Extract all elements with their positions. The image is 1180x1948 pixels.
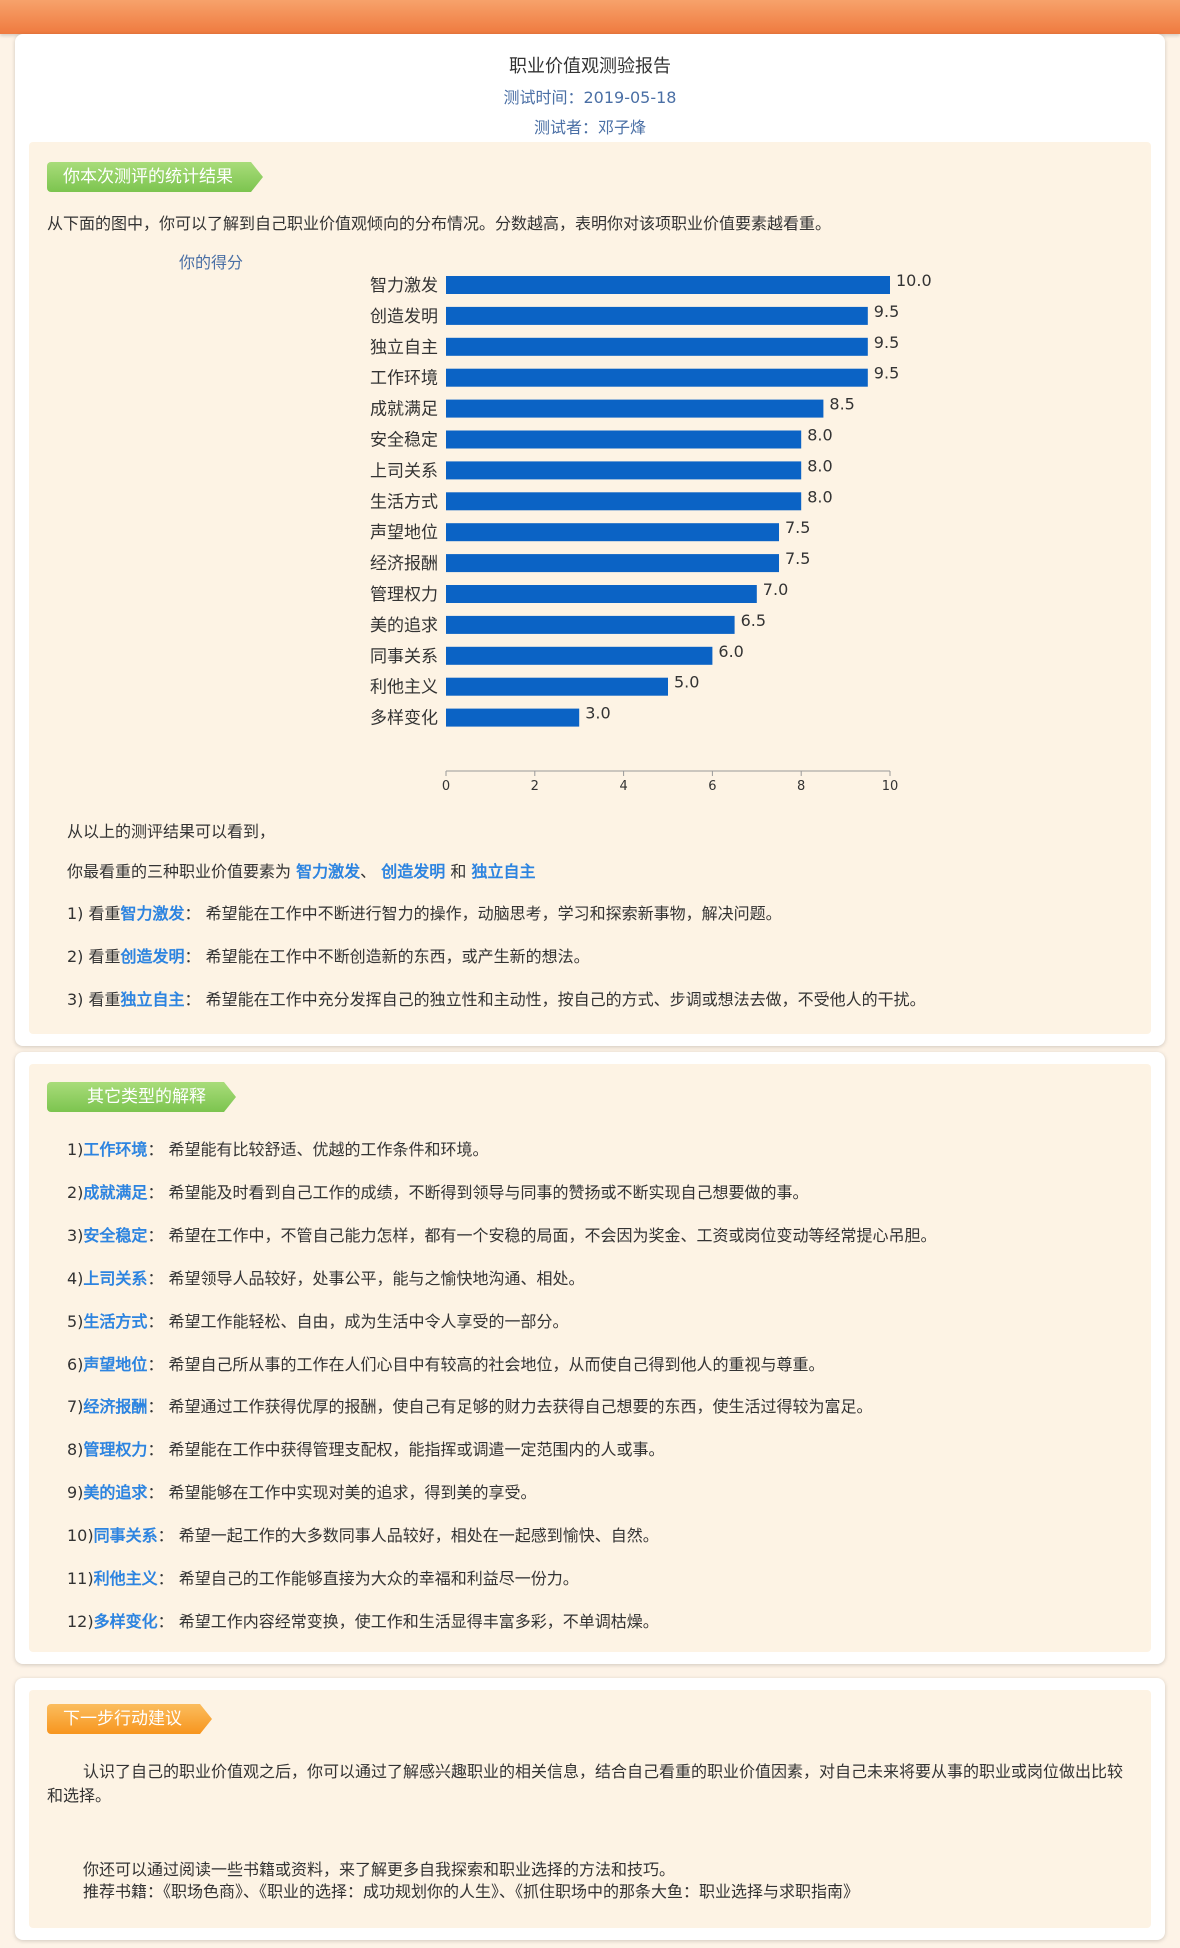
summary-line1: 从以上的测评结果可以看到，	[67, 822, 276, 841]
other-type-item: 8)管理权力： 希望能在工作中获得管理支配权，能指挥或调遣一定范围内的人或事。	[67, 1440, 665, 1460]
other-type-item: 1)工作环境： 希望能有比较舒适、优越的工作条件和环境。	[67, 1140, 489, 1159]
tester-name: 测试者：邓子烽	[533, 118, 646, 137]
detail-item: 3) 看重独立自主： 希望能在工作中充分发挥自己的独立性和主动性，按自己的方式、…	[67, 990, 926, 1009]
value-label: 9.5	[874, 364, 899, 383]
x-tick-label: 6	[708, 779, 716, 792]
top2-value: 创造发明	[381, 862, 446, 881]
value-label: 10.0	[896, 271, 932, 290]
other-type-item: 3)安全稳定： 希望在工作中，不管自己能力怎样，都有一个安稳的局面，不会因为奖金…	[67, 1225, 937, 1245]
category-label: 管理权力	[370, 585, 438, 605]
and-word: 和	[450, 862, 467, 881]
value-label: 6.0	[718, 642, 743, 661]
x-tick-label: 4	[619, 779, 627, 792]
value-label: 8.5	[829, 395, 854, 414]
other-types-card: 其它类型的解释 1)工作环境： 希望能有比较舒适、优越的工作条件和环境。 2)成就…	[15, 1052, 1165, 1664]
value-label: 7.5	[785, 549, 810, 568]
sep: 、	[360, 862, 377, 881]
bar	[446, 430, 802, 449]
value-label: 8.0	[807, 426, 832, 445]
other-type-item: 7)经济报酬： 希望通过工作获得优厚的报酬，使自己有足够的财力去获得自己想要的东…	[67, 1397, 873, 1417]
category-label: 美的追求	[370, 616, 438, 636]
bar	[446, 399, 824, 418]
value-label: 5.0	[674, 673, 699, 692]
category-label: 多样变化	[370, 709, 438, 729]
category-label: 成就满足	[370, 400, 438, 420]
other-type-item: 10)同事关系： 希望一起工作的大多数同事人品较好，相处在一起感到愉快、自然。	[67, 1526, 659, 1546]
category-label: 独立自主	[370, 338, 438, 358]
bar	[446, 646, 713, 665]
bar	[446, 708, 580, 727]
category-label: 利他主义	[370, 678, 438, 698]
score-bar-chart: 你的得分 智力激发 10.0 创造发明 9.5 独立自主 9.5 工作环境 9.5 成就满足 8.…	[179, 253, 932, 792]
category-label: 同事关系	[370, 647, 438, 667]
other-type-item: 4)上司关系： 希望领导人品较好，处事公平，能与之愉快地沟通、相处。	[67, 1268, 585, 1288]
bar	[446, 461, 802, 480]
report-card: 职业价值观测验报告 测试时间：2019-05-18 测试者：邓子烽 你本次测评的…	[15, 34, 1165, 1046]
bar	[446, 306, 868, 325]
value-label: 8.0	[807, 487, 832, 506]
summary-prefix: 你最看重的三种职业价值要素为	[67, 862, 292, 881]
section-tag-other: 其它类型的解释	[47, 1082, 236, 1112]
bar	[446, 276, 890, 294]
test-time: 测试时间：2019-05-18	[503, 88, 677, 107]
recommended-books: 推荐书籍：《职场色商》、《职业的选择：成功规划你的人生》、《抓住职场中的那条大鱼…	[83, 1882, 860, 1901]
x-tick-label: 10	[882, 779, 899, 792]
value-label: 3.0	[585, 704, 610, 723]
summary-line2: 你最看重的三种职业价值要素为 智力激发、 创造发明 和 独立自主	[67, 858, 535, 882]
bar	[446, 677, 668, 696]
bar	[446, 585, 757, 603]
bar	[446, 368, 868, 387]
x-tick-label: 0	[442, 779, 450, 792]
advice-reading: 你还可以通过阅读一些书籍或资料，来了解更多自我探索和职业选择的方法和技巧。	[83, 1860, 676, 1879]
category-label: 安全稳定	[370, 431, 438, 451]
category-label: 经济报酬	[370, 554, 438, 574]
value-label: 7.0	[763, 580, 788, 599]
stats-panel: 你本次测评的统计结果 从下面的图中，你可以了解到自己职业价值观倾向的分布情况。分…	[29, 142, 1151, 1034]
category-label: 创造发明	[370, 307, 438, 327]
value-label: 8.0	[807, 456, 832, 475]
bar	[446, 615, 735, 634]
value-label: 6.5	[741, 611, 766, 630]
other-type-item: 2)成就满足： 希望能及时看到自己工作的成绩，不断得到领导与同事的赞扬或不断实现…	[67, 1182, 809, 1202]
other-type-item: 11)利他主义： 希望自己的工作能够直接为大众的幸福和利益尽一份力。	[67, 1569, 579, 1588]
category-label: 上司关系	[370, 461, 438, 481]
other-types-panel: 其它类型的解释 1)工作环境： 希望能有比较舒适、优越的工作条件和环境。 2)成就…	[29, 1064, 1151, 1652]
top3-value: 独立自主	[471, 862, 536, 881]
section-tag-stats: 你本次测评的统计结果	[47, 162, 263, 192]
bar	[446, 492, 802, 511]
category-label: 生活方式	[370, 492, 438, 512]
value-label: 7.5	[785, 518, 810, 537]
section-tag-advice: 下一步行动建议	[47, 1704, 212, 1734]
bar	[446, 523, 779, 542]
bar	[446, 337, 868, 356]
category-label: 声望地位	[370, 523, 438, 543]
chart-title: 你的得分	[179, 253, 243, 272]
x-tick-label: 2	[531, 779, 539, 792]
other-type-item: 6)声望地位： 希望自己所从事的工作在人们心目中有较高的社会地位，从而使自己得到…	[67, 1354, 825, 1374]
stats-intro: 从下面的图中，你可以了解到自己职业价值观倾向的分布情况。分数越高，表明你对该项职…	[47, 214, 832, 233]
x-tick-label: 8	[797, 779, 805, 792]
advice-card: 下一步行动建议 认识了自己的职业价值观之后，你可以通过了解感兴趣职业的相关信息，…	[15, 1678, 1165, 1940]
category-label: 智力激发	[370, 276, 438, 296]
other-type-item: 12)多样变化： 希望工作内容经常变换，使工作和生活显得丰富多彩，不单调枯燥。	[67, 1611, 659, 1631]
category-label: 工作环境	[370, 369, 438, 389]
report-title: 职业价值观测验报告	[509, 56, 671, 77]
detail-item: 2) 看重创造发明： 希望能在工作中不断创造新的东西，或产生新的想法。	[67, 947, 590, 966]
value-label: 9.5	[874, 302, 899, 321]
value-label: 9.5	[874, 333, 899, 352]
advice-paragraph: 认识了自己的职业价值观之后，你可以通过了解感兴趣职业的相关信息，结合自己看重的职…	[47, 1762, 1124, 1805]
other-type-item: 9)美的追求： 希望能够在工作中实现对美的追求，得到美的享受。	[67, 1483, 537, 1503]
bar	[446, 554, 779, 573]
top1-value: 智力激发	[296, 862, 361, 881]
detail-item: 1) 看重智力激发： 希望能在工作中不断进行智力的操作，动脑思考，学习和探索新事…	[67, 904, 782, 923]
advice-panel: 下一步行动建议 认识了自己的职业价值观之后，你可以通过了解感兴趣职业的相关信息，…	[29, 1690, 1151, 1928]
top-bar	[0, 0, 1180, 34]
other-type-item: 5)生活方式： 希望工作能轻松、自由，成为生活中令人享受的一部分。	[67, 1311, 569, 1331]
